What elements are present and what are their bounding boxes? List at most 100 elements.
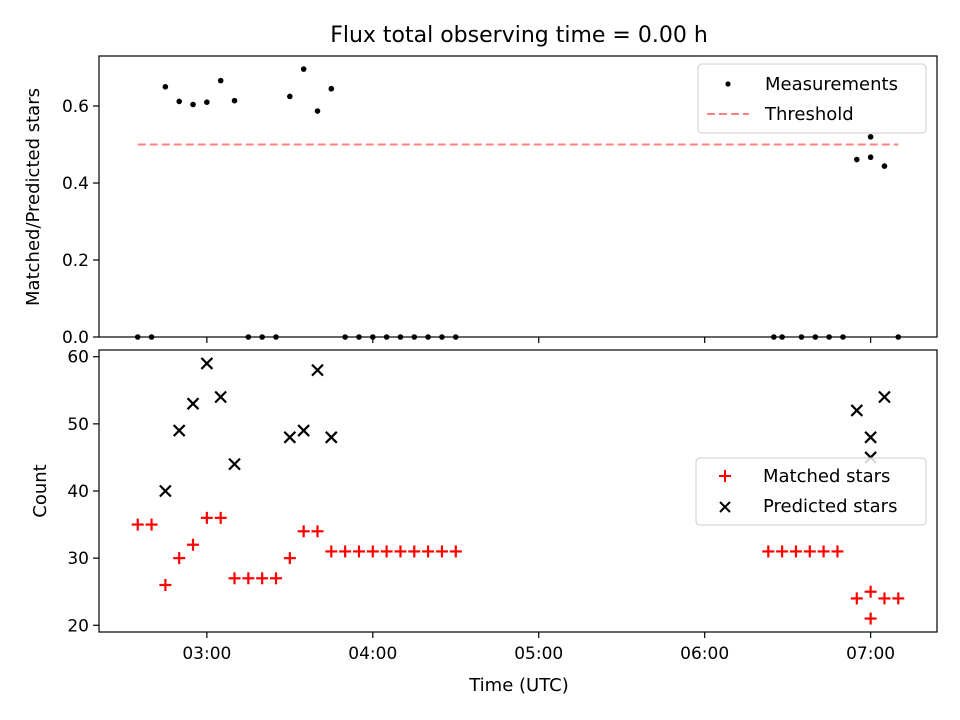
predicted-star-point [878,390,891,404]
bottom-plot-frame [98,349,938,633]
matched-star-point [864,585,877,598]
predicted-star-point [283,431,297,444]
predicted-star-point [864,431,877,444]
legend-matched-label: Matched stars [763,466,890,487]
predicted-star-point [228,457,241,471]
legend-threshold-label: Threshold [764,104,854,125]
measurement-point [867,154,874,161]
bottom-y-ticks: 20 30 40 50 60 [67,348,99,636]
matched-star-point [200,511,213,524]
top-y-tick-label: 0.2 [62,251,89,271]
bottom-y-tick-label: 60 [67,348,89,368]
top-y-ticks: 0.0 0.2 0.4 0.6 [62,97,99,348]
predicted-star-point [297,424,310,437]
matched-star-point [831,545,844,558]
matched-star-point [173,552,186,565]
predicted-star-point [186,397,200,410]
matched-star-point [145,518,158,531]
predicted-star-point [214,390,227,404]
matched-star-point [449,545,462,558]
bottom-y-tick-label: 50 [67,415,89,435]
matched-star-point [214,511,227,524]
predicted-star-point [311,363,324,377]
measurement-point [162,83,169,90]
matched-star-point [187,538,200,551]
bottom-y-axis-label: Count [30,464,51,517]
matched-star-point [228,572,241,585]
measurement-point [176,98,183,105]
matched-star-point [242,572,255,585]
matched-star-point [435,545,448,558]
legend-measurements-marker [725,81,731,87]
x-tick-label: 06:00 [680,644,729,664]
x-tick-label: 03:00 [182,644,231,664]
matched-star-point [325,545,338,558]
predicted-star-point [159,484,172,498]
measurement-point [314,108,321,114]
bottom-panel: 20 30 40 50 60 03:00 04:00 05:00 06:00 07:00 Cou… [30,348,938,696]
matched-star-point [159,579,172,591]
matched-star-point [422,545,435,558]
bottom-x-ticks: 03:00 04:00 05:00 06:00 07:00 [182,632,895,664]
measurement-point [881,163,888,169]
predicted-star-point [200,357,214,370]
legend-matched-marker [719,470,731,482]
top-legend: Measurements Threshold [697,63,927,134]
matched-star-point [339,545,352,558]
bottom-y-tick-label: 30 [67,549,89,569]
measurement-point [231,97,238,104]
chart-title: Flux total observing time = 0.00 h [330,23,708,48]
x-tick-label: 07:00 [846,644,895,664]
predicted-star-point [850,404,864,417]
top-y-tick-label: 0.0 [62,328,89,348]
measurement-point [853,156,860,163]
matched-star-point [789,545,802,558]
matched-star-point [892,592,905,605]
top-y-axis-label: Matched/Predicted stars [23,88,44,306]
matched-star-point [256,572,269,585]
matched-star-point [408,545,421,558]
predicted-star-point [172,424,186,437]
legend-predicted-marker [719,501,731,513]
legend-predicted-label: Predicted stars [763,496,897,517]
top-plot-frame [98,55,938,338]
matched-star-point [131,518,144,531]
measurement-point [328,85,335,92]
matched-star-point [352,545,365,558]
matched-star-point [311,525,324,538]
predicted-star-point [325,431,338,444]
measurement-point [204,99,210,105]
matched-star-point [850,592,863,605]
matched-star-point [864,612,877,625]
top-panel: 0.0 0.2 0.4 0.6 Matched/Predicted stars Mea… [23,55,938,348]
top-y-tick-label: 0.6 [62,97,89,117]
bottom-legend: Matched stars Predicted stars [695,457,927,526]
bottom-marks [131,357,905,625]
x-axis-label: Time (UTC) [468,675,569,696]
top-legend-box [697,63,927,134]
measurement-point [190,101,196,108]
matched-star-point [270,572,283,585]
top-y-tick-label: 0.4 [62,174,89,194]
bottom-y-tick-label: 20 [67,616,89,636]
matched-star-point [776,545,789,558]
x-tick-label: 05:00 [514,644,563,664]
matched-star-point [803,545,816,558]
measurement-point [287,93,293,100]
matched-star-point [283,552,296,565]
matched-star-point [297,525,310,538]
bottom-legend-box [695,457,927,526]
matched-star-point [394,545,407,558]
bottom-y-tick-label: 40 [67,482,89,502]
matched-star-point [380,545,393,558]
measurement-point [300,66,307,72]
measurement-point [867,134,874,140]
matched-star-point [762,545,775,558]
measurement-point [217,77,224,84]
top-x-ticks [206,337,872,343]
x-tick-label: 04:00 [348,644,397,664]
matched-star-point [878,592,891,605]
matched-star-point [817,545,830,558]
legend-measurements-label: Measurements [765,74,898,95]
